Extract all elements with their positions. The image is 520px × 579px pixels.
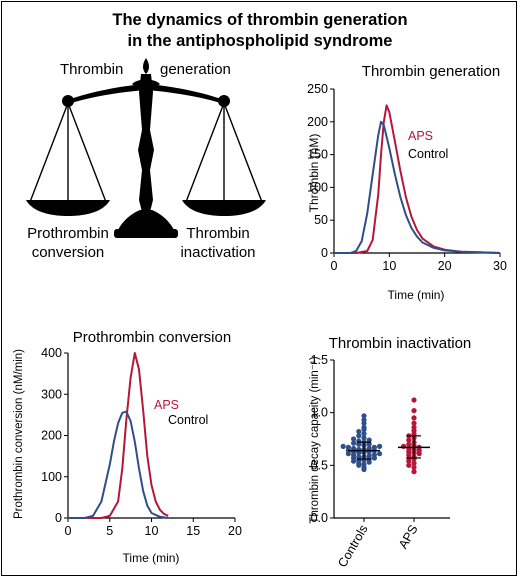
data-point-controls — [345, 444, 351, 450]
legend-entry-control: Control — [408, 147, 448, 161]
series-line-aps — [68, 352, 169, 519]
balance-label-prothrombin-conversion: Prothrombin conversion — [27, 225, 109, 261]
chart-thrombin-inactivation: Thrombin inactivation Thrombin decay cap… — [309, 335, 471, 570]
data-point-controls — [340, 443, 346, 449]
y-tick-label: 400 — [41, 346, 62, 360]
data-point-aps — [406, 437, 412, 443]
title-line-1: The dynamics of thrombin generation — [112, 11, 408, 29]
y-tick-label: 150 — [307, 148, 328, 162]
data-point-controls — [366, 441, 372, 447]
y-tick-label: 50 — [314, 213, 328, 227]
x-tick-label: APS — [396, 523, 421, 552]
data-point-aps — [411, 420, 417, 426]
data-point-aps — [411, 424, 417, 430]
x-tick-label: Controls — [335, 523, 370, 570]
x-tick-label: 10 — [145, 524, 159, 538]
balance-scale-icon — [26, 58, 266, 238]
y-axis-label: Thrombin decay capacity (min⁻¹) — [309, 356, 321, 523]
y-axis-label: Prothrombin conversion (nM/min) — [13, 349, 25, 519]
data-point-controls — [361, 413, 367, 419]
data-point-controls — [356, 433, 362, 439]
x-tick-label: 20 — [228, 524, 242, 538]
data-point-controls — [361, 417, 367, 423]
data-point-controls — [361, 431, 367, 437]
data-point-controls — [371, 444, 377, 450]
title-line-2: in the antiphospholipid syndrome — [127, 32, 393, 50]
data-point-aps — [411, 464, 417, 470]
balance-label-generation: generation — [160, 61, 231, 78]
chart-thrombin-generation: Thrombin generation Thrombin (nM) Time (… — [307, 63, 507, 302]
data-point-controls — [366, 437, 372, 443]
data-point-aps — [411, 460, 417, 466]
data-point-controls — [356, 454, 362, 460]
data-point-controls — [377, 443, 383, 449]
y-tick-label: 100 — [41, 470, 62, 484]
data-point-aps — [411, 415, 417, 421]
y-tick-label: 1.0 — [311, 406, 328, 420]
data-point-aps — [411, 469, 417, 475]
chart-title: Prothrombin conversion — [73, 329, 231, 346]
x-axis-label: Time (min) — [388, 288, 445, 302]
x-tick-label: 0 — [331, 259, 338, 273]
data-point-controls — [371, 452, 377, 458]
data-point-controls — [351, 440, 357, 446]
x-axis-label: Time (min) — [123, 551, 180, 565]
legend-entry-aps: APS — [408, 129, 433, 143]
balance-label-thrombin: Thrombin — [60, 61, 124, 78]
figure-title: The dynamics of thrombin generation in t… — [0, 10, 520, 52]
data-point-controls — [366, 453, 372, 459]
data-point-aps — [411, 408, 417, 414]
y-tick-label: 250 — [307, 82, 328, 96]
x-tick-label: 10 — [382, 259, 396, 273]
series-line-control — [334, 120, 501, 254]
x-tick-label: 30 — [493, 259, 507, 273]
data-point-controls — [351, 445, 357, 452]
legend-entry-aps: APS — [154, 398, 179, 412]
y-tick-label: 1.5 — [311, 353, 328, 367]
data-point-aps — [406, 462, 412, 468]
data-point-controls — [351, 436, 357, 442]
y-tick-label: 200 — [41, 429, 62, 443]
chart-title: Thrombin inactivation — [329, 335, 472, 352]
y-tick-label: 0.5 — [311, 458, 328, 472]
data-point-aps — [401, 443, 407, 449]
legend-entry-control: Control — [168, 413, 208, 427]
x-tick-label: 0 — [65, 524, 72, 538]
series-line-aps — [334, 104, 501, 254]
data-point-aps — [411, 397, 417, 403]
x-tick-label: 15 — [186, 524, 200, 538]
y-tick-label: 200 — [307, 115, 328, 129]
data-point-controls — [361, 424, 367, 430]
y-tick-label: 0.0 — [311, 511, 328, 525]
y-tick-label: 100 — [307, 180, 328, 194]
data-point-controls — [361, 435, 367, 441]
y-axis-label: Thrombin (nM) — [307, 134, 321, 213]
series-line-control — [68, 410, 169, 519]
data-point-aps — [406, 441, 412, 447]
balance-label-thrombin-inactivation: Thrombin inactivation — [180, 225, 256, 261]
data-point-controls — [356, 429, 362, 435]
y-tick-label: 300 — [41, 387, 62, 401]
data-point-controls — [366, 445, 372, 452]
y-tick-label: 0 — [55, 511, 62, 525]
data-point-controls — [361, 461, 367, 467]
data-point-controls — [356, 438, 362, 444]
chart-prothrombin-conversion: Prothrombin conversion Prothrombin conve… — [13, 329, 242, 565]
data-point-controls — [377, 451, 383, 457]
y-tick-label: 0 — [321, 246, 328, 260]
x-tick-label: 20 — [438, 259, 452, 273]
chart-title: Thrombin generation — [362, 63, 500, 80]
x-tick-label: 5 — [106, 524, 113, 538]
